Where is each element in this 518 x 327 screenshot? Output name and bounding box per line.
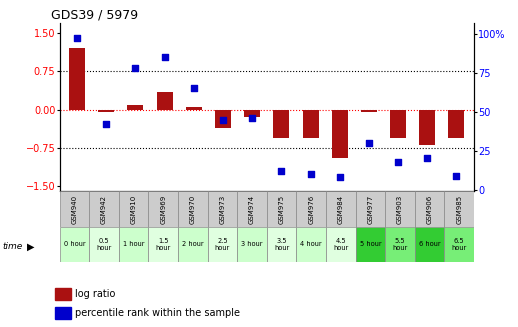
Bar	[208, 191, 237, 227]
Bar	[60, 191, 89, 227]
Text: 0 hour: 0 hour	[64, 241, 85, 248]
Bar	[215, 110, 231, 128]
Bar	[55, 288, 71, 300]
Text: 6.5
hour: 6.5 hour	[452, 238, 467, 251]
Bar	[119, 191, 148, 227]
Text: GSM984: GSM984	[338, 195, 344, 224]
Text: 1.5
hour: 1.5 hour	[155, 238, 171, 251]
Bar	[148, 191, 178, 227]
Text: GSM976: GSM976	[308, 195, 314, 224]
Bar	[390, 110, 406, 138]
Bar	[156, 92, 172, 110]
Text: 5 hour: 5 hour	[359, 241, 381, 248]
Bar	[89, 191, 119, 227]
Text: GDS39 / 5979: GDS39 / 5979	[51, 9, 138, 22]
Bar	[355, 227, 385, 262]
Text: ▶: ▶	[27, 242, 34, 252]
Text: 4 hour: 4 hour	[300, 241, 322, 248]
Bar	[119, 227, 148, 262]
Text: 1 hour: 1 hour	[123, 241, 145, 248]
Point	[131, 65, 139, 71]
Bar	[55, 307, 71, 319]
Bar	[419, 110, 435, 146]
Point	[190, 86, 198, 91]
Point	[102, 122, 110, 127]
Bar	[326, 191, 355, 227]
Bar	[237, 191, 267, 227]
Bar	[89, 227, 119, 262]
Text: 3.5
hour: 3.5 hour	[274, 238, 289, 251]
Bar	[186, 107, 202, 110]
Bar	[98, 110, 114, 112]
Point	[365, 140, 373, 146]
Text: GSM969: GSM969	[160, 195, 166, 224]
Text: time: time	[3, 242, 23, 251]
Bar	[444, 227, 474, 262]
Text: 0.5
hour: 0.5 hour	[96, 238, 111, 251]
Text: percentile rank within the sample: percentile rank within the sample	[75, 308, 240, 318]
Bar	[274, 110, 290, 138]
Point	[248, 115, 256, 121]
Text: 2.5
hour: 2.5 hour	[215, 238, 230, 251]
Bar	[148, 227, 178, 262]
Bar	[178, 227, 208, 262]
Bar	[244, 110, 260, 117]
Text: GSM910: GSM910	[131, 195, 137, 224]
Text: GSM903: GSM903	[397, 195, 403, 224]
Text: 2 hour: 2 hour	[182, 241, 204, 248]
Text: GSM970: GSM970	[190, 195, 196, 224]
Text: GSM974: GSM974	[249, 195, 255, 224]
Text: GSM942: GSM942	[101, 195, 107, 224]
Text: GSM985: GSM985	[456, 195, 462, 224]
Bar	[208, 227, 237, 262]
Bar	[449, 110, 465, 138]
Bar	[332, 110, 348, 158]
Bar	[444, 191, 474, 227]
Bar	[237, 227, 267, 262]
Bar	[303, 110, 319, 138]
Bar	[385, 191, 415, 227]
Point	[307, 171, 315, 177]
Bar	[296, 227, 326, 262]
Bar	[267, 227, 296, 262]
Text: GSM975: GSM975	[279, 195, 284, 224]
Bar	[69, 48, 85, 110]
Bar	[326, 227, 355, 262]
Text: log ratio: log ratio	[75, 289, 116, 299]
Text: GSM906: GSM906	[426, 195, 433, 224]
Point	[73, 36, 81, 41]
Text: 5.5
hour: 5.5 hour	[392, 238, 408, 251]
Point	[277, 168, 285, 174]
Point	[161, 55, 169, 60]
Bar	[178, 191, 208, 227]
Point	[423, 156, 431, 161]
Point	[452, 173, 461, 178]
Bar	[267, 191, 296, 227]
Text: 6 hour: 6 hour	[419, 241, 440, 248]
Point	[394, 159, 402, 164]
Bar	[415, 227, 444, 262]
Text: GSM973: GSM973	[219, 195, 225, 224]
Bar	[415, 191, 444, 227]
Text: GSM977: GSM977	[367, 195, 373, 224]
Text: GSM940: GSM940	[71, 195, 77, 224]
Bar	[355, 191, 385, 227]
Bar	[60, 227, 89, 262]
Text: 3 hour: 3 hour	[241, 241, 263, 248]
Bar	[361, 110, 377, 112]
Bar	[385, 227, 415, 262]
Bar	[296, 191, 326, 227]
Text: 4.5
hour: 4.5 hour	[333, 238, 349, 251]
Point	[336, 175, 344, 180]
Point	[219, 117, 227, 122]
Bar	[127, 105, 143, 110]
